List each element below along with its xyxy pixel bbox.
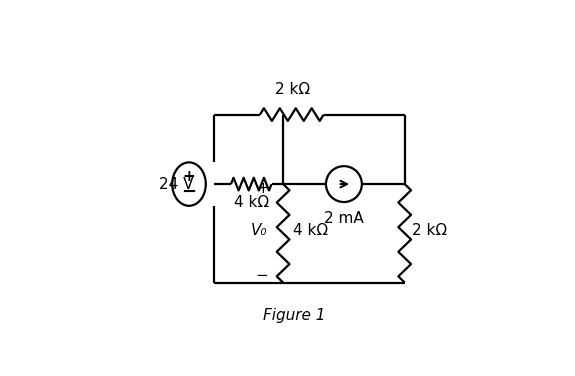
Text: Figure 1: Figure 1 — [263, 308, 326, 323]
Text: 2 kΩ: 2 kΩ — [412, 223, 447, 238]
Text: V₀: V₀ — [251, 223, 267, 238]
Text: −: − — [256, 268, 269, 283]
Text: +: + — [256, 181, 269, 196]
Text: 4 kΩ: 4 kΩ — [233, 196, 269, 211]
Text: 4 kΩ: 4 kΩ — [293, 223, 328, 238]
Text: −: − — [182, 183, 197, 201]
Text: +: + — [183, 169, 196, 184]
Text: 24 V: 24 V — [159, 177, 194, 192]
Text: 2 kΩ: 2 kΩ — [275, 82, 310, 97]
Text: 2 mA: 2 mA — [324, 211, 364, 226]
